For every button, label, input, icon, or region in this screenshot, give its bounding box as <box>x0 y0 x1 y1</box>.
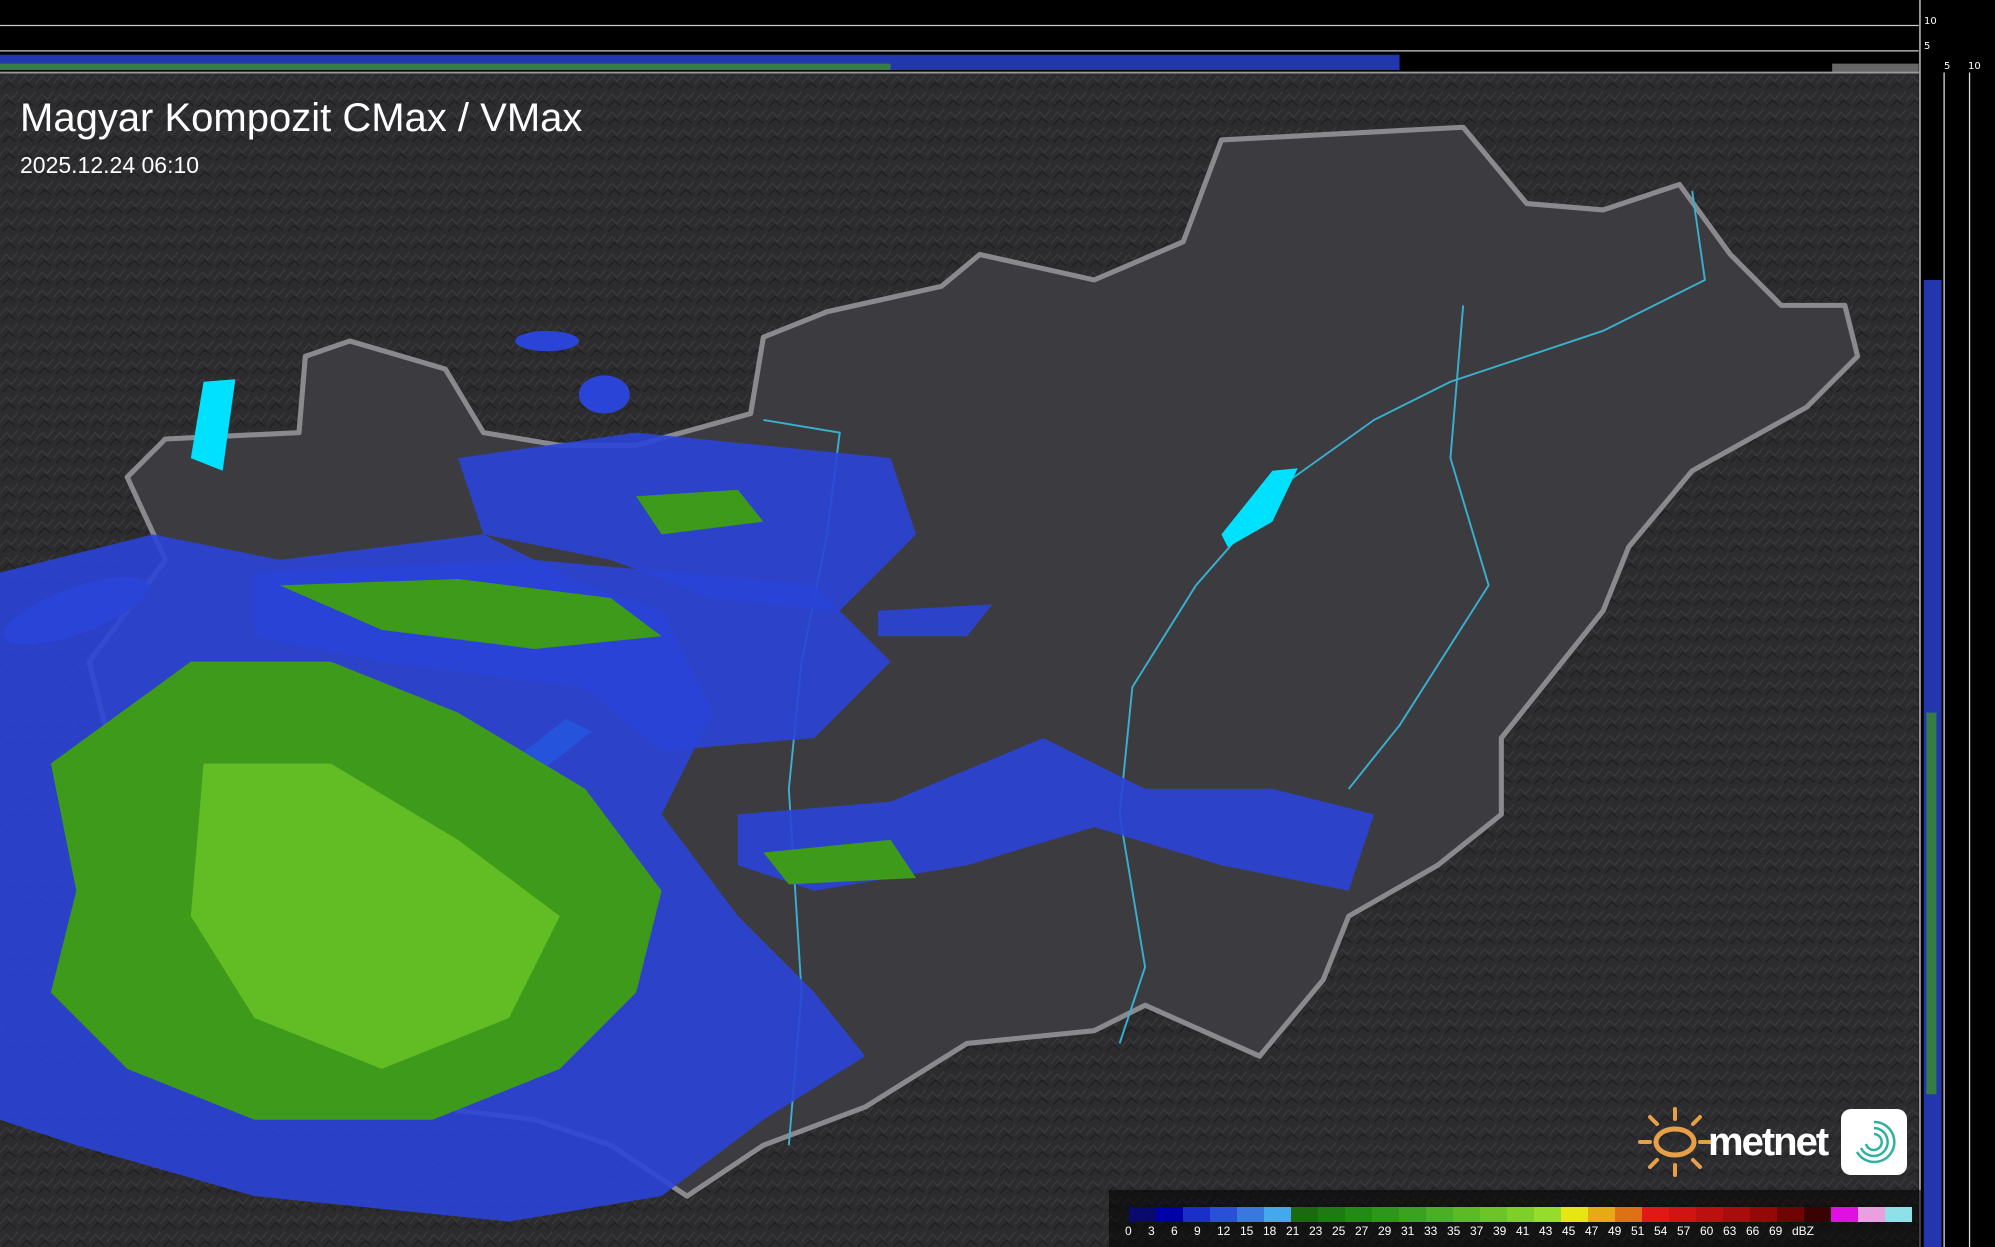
legend-swatch <box>1507 1207 1534 1222</box>
legend-label: 69 <box>1769 1224 1783 1238</box>
legend-swatch <box>1237 1207 1264 1222</box>
legend-label: 57 <box>1677 1224 1691 1238</box>
sun-icon <box>1638 1107 1712 1177</box>
legend-swatch <box>1696 1207 1723 1222</box>
dbz-legend: 0 3 6 9 12 15 18 21 23 25 27 29 31 33 35 37 39 41 43 45 47 49… <box>1109 1190 1921 1247</box>
legend-swatch <box>1480 1207 1507 1222</box>
spiral-app-icon <box>1841 1109 1908 1175</box>
legend-label: 60 <box>1700 1224 1714 1238</box>
legend-swatch <box>1669 1207 1696 1222</box>
legend-swatch <box>1777 1207 1804 1222</box>
legend-swatch <box>1561 1207 1588 1222</box>
legend-swatch <box>1858 1207 1885 1222</box>
legend-swatch <box>1588 1207 1615 1222</box>
legend-swatch <box>1453 1207 1480 1222</box>
legend-swatch <box>1210 1207 1237 1222</box>
legend-label: 51 <box>1631 1224 1645 1238</box>
radar-echoes <box>0 330 1375 1222</box>
legend-label: 41 <box>1516 1224 1530 1238</box>
legend-swatch <box>1723 1207 1750 1222</box>
legend-label: 23 <box>1309 1224 1323 1238</box>
side-axis-label: 10 <box>1924 16 1937 27</box>
legend-label: 29 <box>1378 1224 1392 1238</box>
legend-swatch <box>1183 1207 1210 1222</box>
legend-swatch <box>1291 1207 1318 1222</box>
legend-label: 49 <box>1608 1224 1622 1238</box>
legend-swatch <box>1129 1207 1156 1222</box>
legend-swatch <box>1156 1207 1183 1222</box>
legend-swatch <box>1426 1207 1453 1222</box>
legend-labels: 0 3 6 9 12 15 18 21 23 25 27 29 31 33 35 37 39 41 43 45 47 49… <box>1125 1224 1819 1238</box>
legend-unit: dBZ <box>1792 1224 1815 1238</box>
legend-label: 33 <box>1424 1224 1438 1238</box>
lake-tisza <box>1221 468 1298 548</box>
legend-label: 39 <box>1493 1224 1507 1238</box>
legend-label: 3 <box>1148 1224 1155 1238</box>
bottom-axis-label: 5 <box>1944 61 1951 72</box>
legend-swatch <box>1399 1207 1426 1222</box>
legend-swatch <box>1885 1207 1912 1222</box>
timestamp: 2025.12.24 06:10 <box>20 152 200 178</box>
bottom-axis-label: 10 <box>1968 61 1981 72</box>
legend-swatch <box>1831 1207 1858 1222</box>
legend-label: 35 <box>1447 1224 1461 1238</box>
legend-label: 27 <box>1355 1224 1369 1238</box>
metnet-logo: metnet <box>1638 1105 1908 1179</box>
legend-swatch <box>1318 1207 1345 1222</box>
legend-label: 25 <box>1332 1224 1346 1238</box>
legend-swatch <box>1750 1207 1777 1222</box>
legend-swatch <box>1534 1207 1561 1222</box>
legend-swatch <box>1345 1207 1372 1222</box>
legend-label: 54 <box>1654 1224 1668 1238</box>
legend-label: 12 <box>1217 1224 1231 1238</box>
legend-label: 66 <box>1746 1224 1760 1238</box>
legend-label: 9 <box>1194 1224 1201 1238</box>
legend-swatch <box>1264 1207 1291 1222</box>
legend-swatch <box>1642 1207 1669 1222</box>
legend-label: 37 <box>1470 1224 1484 1238</box>
legend-label: 6 <box>1171 1224 1178 1238</box>
legend-swatch <box>1615 1207 1642 1222</box>
legend-label: 31 <box>1401 1224 1415 1238</box>
legend-label: 45 <box>1562 1224 1576 1238</box>
legend-label: 18 <box>1263 1224 1277 1238</box>
legend-swatch <box>1372 1207 1399 1222</box>
legend-color-bar <box>1129 1207 1912 1222</box>
legend-label: 21 <box>1286 1224 1300 1238</box>
legend-label: 47 <box>1585 1224 1599 1238</box>
lake-neusiedl <box>190 379 236 471</box>
side-axis-label: 5 <box>1924 41 1931 52</box>
legend-label: 0 <box>1125 1224 1132 1238</box>
legend-label: 43 <box>1539 1224 1553 1238</box>
legend-label: 15 <box>1240 1224 1254 1238</box>
logo-text: metnet <box>1708 1119 1829 1164</box>
map-title: Magyar Kompozit CMax / VMax <box>20 96 583 140</box>
legend-label: 63 <box>1723 1224 1737 1238</box>
legend-swatch <box>1804 1207 1831 1222</box>
